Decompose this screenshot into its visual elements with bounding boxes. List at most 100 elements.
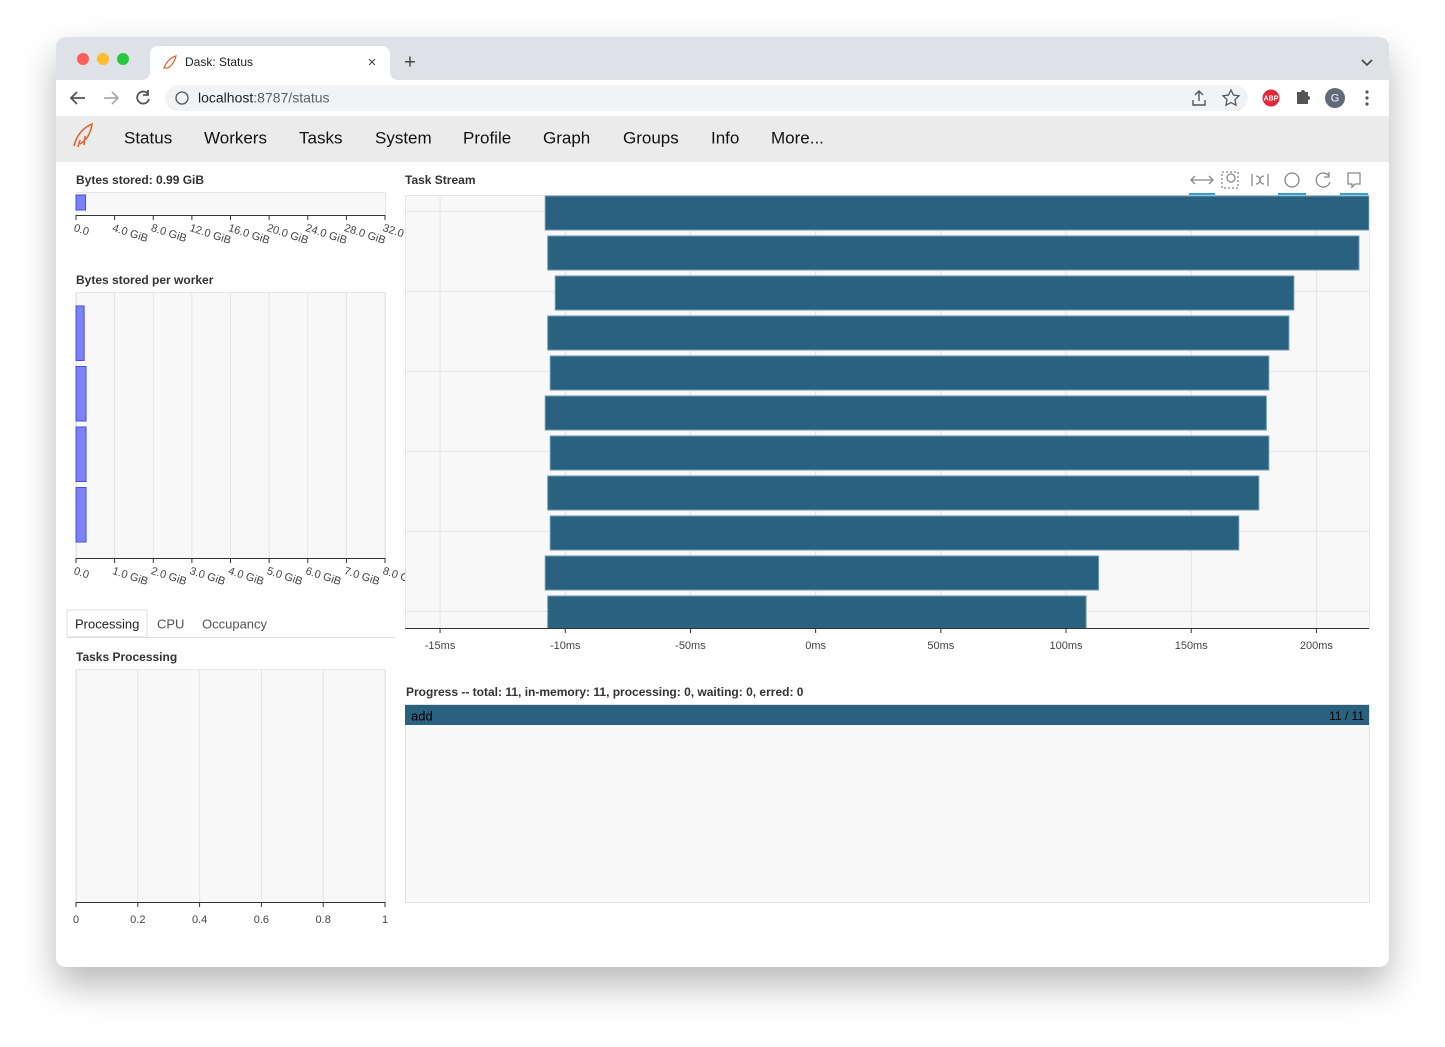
- nav-link[interactable]: Profile: [463, 128, 511, 147]
- url-host: localhost: [198, 89, 253, 105]
- nav-link[interactable]: System: [375, 128, 432, 147]
- url: localhost:8787/status: [198, 89, 330, 105]
- wheel-zoom-tool[interactable]: [1251, 174, 1269, 186]
- x-tick-label: 200ms: [1300, 640, 1334, 652]
- x-tick-label: 0.2: [130, 914, 145, 926]
- task-bar[interactable]: [547, 595, 1087, 630]
- box-zoom-lens: [1226, 173, 1236, 183]
- zoom-button[interactable]: [117, 53, 129, 65]
- x-tick-label: 0.8: [316, 914, 331, 926]
- reload-button[interactable]: [136, 90, 150, 105]
- x-tick-label: 0ms: [805, 640, 826, 652]
- bar: [75, 487, 87, 543]
- task-bar[interactable]: [549, 435, 1270, 471]
- x-tick-label: 0.0: [72, 222, 90, 238]
- x-tick-label: 0: [73, 914, 79, 926]
- plot-area: [76, 192, 386, 216]
- x-tick-label: 0.0: [72, 565, 90, 581]
- nav-link[interactable]: Groups: [623, 128, 679, 147]
- new-tab[interactable]: +: [404, 51, 416, 73]
- profile-initial: G: [1331, 92, 1340, 104]
- x-tick-label: -10ms: [550, 640, 581, 652]
- progress-count: 11 / 11: [1329, 709, 1364, 723]
- reset-tool[interactable]: [1315, 172, 1331, 188]
- x-tick-label: 1: [382, 914, 388, 926]
- tool-active: [1189, 193, 1215, 195]
- tab-close[interactable]: ×: [368, 54, 377, 71]
- task-bar[interactable]: [549, 355, 1270, 391]
- menu-button[interactable]: [1365, 90, 1369, 106]
- hover-tool[interactable]: [1347, 172, 1361, 189]
- tab-favicon: [163, 55, 177, 69]
- nav-link[interactable]: Tasks: [299, 128, 342, 147]
- task-stream-tools: [1189, 171, 1368, 195]
- pan-tool[interactable]: [1190, 175, 1214, 185]
- panel-tab[interactable]: Occupancy: [202, 616, 268, 631]
- tool-active: [1278, 193, 1306, 195]
- adblock-label: ABP: [1264, 95, 1279, 102]
- tab[interactable]: [142, 46, 398, 80]
- dask-logo[interactable]: [73, 122, 93, 148]
- nav-link[interactable]: Info: [711, 128, 739, 147]
- tab-search[interactable]: [1361, 59, 1373, 67]
- x-axis: 0 0.2 0.4 0.6 0.8 1: [73, 669, 388, 926]
- nav-links: Status Workers Tasks System Profile Graph Grou…: [124, 128, 824, 147]
- panel-tab[interactable]: CPU: [157, 616, 184, 631]
- task-bar[interactable]: [544, 195, 1369, 231]
- progress-name: add: [411, 708, 433, 723]
- url-path: :8787/status: [253, 89, 329, 105]
- progress-bars: add 11 / 11: [405, 705, 1369, 725]
- task-bar[interactable]: [544, 555, 1100, 591]
- chart-title: Tasks Processing: [76, 650, 177, 664]
- profile-button[interactable]: [1325, 88, 1345, 108]
- bookmark-button[interactable]: [1221, 88, 1241, 107]
- x-tick-label: 150ms: [1175, 640, 1209, 652]
- x-tick-label: -15ms: [425, 640, 456, 652]
- chart-title: Task Stream: [405, 173, 475, 187]
- x-tick-label: -50ms: [675, 640, 706, 652]
- progress-title: Progress -- total: 11, in-memory: 11, pr…: [406, 685, 804, 699]
- task-bars: [544, 195, 1369, 630]
- back-button[interactable]: [69, 91, 85, 105]
- panel-tabs: Processing CPU Occupancy: [75, 616, 268, 631]
- site-info[interactable]: [175, 91, 189, 105]
- tool-active: [1340, 193, 1368, 195]
- task-bar[interactable]: [544, 395, 1267, 431]
- task-bar[interactable]: [549, 515, 1240, 551]
- progress-bar: [405, 705, 1369, 725]
- bar: [75, 366, 87, 422]
- share-button[interactable]: [1192, 90, 1206, 106]
- plot-area: [76, 669, 386, 903]
- extensions-button[interactable]: [1297, 90, 1310, 104]
- panel-tab[interactable]: Processing: [75, 616, 139, 631]
- task-bar[interactable]: [547, 475, 1260, 511]
- close-button[interactable]: [77, 53, 89, 65]
- progress-panel: [405, 704, 1370, 903]
- bar: [75, 426, 87, 482]
- bar: [75, 305, 85, 361]
- adblock-extension[interactable]: [1262, 89, 1280, 107]
- nav-link[interactable]: Workers: [204, 128, 267, 147]
- task-bar[interactable]: [547, 315, 1290, 351]
- chart-title: Bytes stored per worker: [76, 273, 214, 287]
- tab-title: Dask: Status: [185, 55, 253, 69]
- x-tick-label: 50ms: [927, 640, 954, 652]
- task-bar[interactable]: [547, 235, 1360, 271]
- dask-navbar: [56, 116, 1389, 162]
- nav-link[interactable]: Status: [124, 128, 172, 147]
- box-zoom-tool[interactable]: [1221, 171, 1239, 189]
- zoom-in-tool[interactable]: [1284, 172, 1300, 188]
- nav-link[interactable]: Graph: [543, 128, 590, 147]
- active-tab: [66, 609, 148, 638]
- task-bar[interactable]: [554, 275, 1295, 311]
- x-tick-label: 100ms: [1050, 640, 1084, 652]
- nav-link[interactable]: More...: [771, 128, 824, 147]
- address-bar[interactable]: [165, 85, 1248, 111]
- minimize-button[interactable]: [97, 53, 109, 65]
- chart-title: Bytes stored: 0.99 GiB: [76, 173, 204, 187]
- forward-button[interactable]: [104, 91, 120, 105]
- x-tick-label: 0.4: [192, 914, 207, 926]
